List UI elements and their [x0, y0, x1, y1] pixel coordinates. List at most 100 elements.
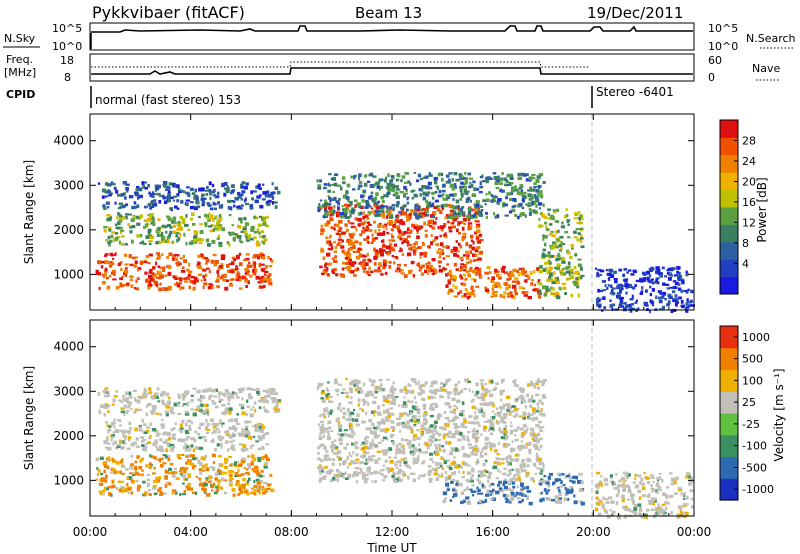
- vel-pixel: [216, 469, 220, 473]
- power-pixel: [148, 191, 151, 195]
- vel-pixel: [489, 427, 495, 431]
- vel-pixel: [444, 497, 447, 500]
- vel-pixel: [505, 488, 509, 491]
- vel-pixel: [455, 430, 459, 434]
- vel-pixel: [512, 475, 516, 479]
- power-colorbar-swatch: [720, 207, 738, 225]
- power-pixel: [235, 267, 239, 271]
- power-pixel: [106, 205, 110, 209]
- power-pixel: [461, 226, 465, 231]
- vel-pixel: [197, 426, 202, 430]
- vel-pixel: [476, 436, 480, 439]
- power-pixel: [414, 212, 418, 216]
- power-pixel: [459, 256, 464, 260]
- vel-pixel: [190, 399, 194, 403]
- power-pixel: [552, 211, 557, 214]
- vel-pixel: [465, 379, 469, 382]
- power-pixel: [249, 206, 254, 210]
- power-pixel: [398, 211, 402, 214]
- vel-pixel: [256, 388, 260, 391]
- vel-pixel: [224, 388, 228, 393]
- vel-pixel: [477, 422, 480, 425]
- vel-pixel: [356, 386, 360, 390]
- vel-pixel: [165, 413, 169, 417]
- power-pixel: [609, 299, 612, 302]
- vel-pixel: [426, 446, 430, 450]
- power-pixel: [200, 197, 205, 201]
- vel-pixel: [491, 410, 495, 413]
- power-pixel: [470, 239, 473, 242]
- power-pixel: [187, 193, 191, 197]
- power-pixel: [463, 189, 467, 193]
- vel-pixel: [253, 491, 256, 495]
- vel-pixel: [404, 390, 409, 395]
- power-pixel: [380, 252, 384, 257]
- vel-pixel: [163, 441, 168, 444]
- vel-pixel: [475, 440, 478, 443]
- vel-pixel: [534, 447, 539, 451]
- vel-pixel: [153, 441, 156, 444]
- power-pixel: [386, 215, 389, 219]
- power-pixel: [447, 272, 450, 275]
- vel-pixel: [429, 414, 434, 418]
- vel-pixel: [366, 391, 371, 394]
- vel-pixel: [450, 462, 455, 466]
- power-pixel: [387, 213, 390, 217]
- vel-pixel: [484, 402, 489, 406]
- power-pixel: [262, 191, 267, 195]
- power-pixel: [570, 275, 575, 279]
- vel-pixel: [417, 420, 421, 425]
- freq-tick-top: 18: [60, 54, 74, 67]
- power-pixel: [176, 193, 180, 197]
- power-pixel: [357, 187, 361, 191]
- power-pixel: [548, 266, 553, 271]
- vel-pixel: [331, 458, 336, 461]
- power-pixel: [655, 277, 660, 280]
- vel-pixel: [242, 444, 247, 448]
- vel-pixel: [503, 442, 507, 447]
- power-pixel: [157, 184, 161, 189]
- vel-pixel: [178, 401, 181, 405]
- vel-pixel: [403, 405, 407, 409]
- power-pixel: [468, 185, 472, 189]
- power-pixel: [510, 192, 513, 196]
- power-pixel: [609, 274, 614, 278]
- power-pixel: [378, 222, 382, 226]
- power-pixel: [193, 196, 196, 200]
- vel-pixel: [179, 423, 183, 428]
- power-pixel: [215, 280, 220, 283]
- vel-pixel: [529, 433, 533, 437]
- vel-pixel: [217, 471, 222, 475]
- power-pixel: [125, 183, 130, 186]
- power-pixel: [347, 265, 352, 270]
- power-pixel: [201, 255, 205, 260]
- vel-pixel: [479, 407, 484, 410]
- power-pixel: [685, 290, 689, 294]
- power-pixel: [367, 210, 371, 213]
- vel-pixel: [462, 470, 465, 475]
- power-pixel: [438, 265, 441, 268]
- vel-pixel: [228, 478, 232, 482]
- power-pixel: [107, 235, 111, 240]
- power-pixel: [654, 280, 658, 284]
- power-pixel: [535, 204, 538, 208]
- vel-pixel: [150, 463, 153, 467]
- power-pixel: [390, 233, 393, 236]
- power-pixel: [511, 296, 514, 299]
- vel-pixel: [443, 460, 448, 465]
- power-pixel: [621, 287, 624, 290]
- power-pixel: [240, 230, 245, 233]
- vel-pixel: [146, 478, 151, 482]
- vel-pixel: [430, 435, 435, 440]
- vel-pixel: [234, 472, 239, 475]
- vel-pixel: [429, 424, 434, 428]
- vel-pixel: [429, 395, 433, 400]
- power-pixel: [379, 178, 384, 182]
- vel-pixel: [228, 419, 232, 422]
- vel-pixel: [523, 429, 528, 434]
- vel-pixel: [113, 470, 118, 475]
- power-pixel: [378, 248, 383, 251]
- power-pixel: [427, 220, 432, 225]
- vel-pixel: [136, 488, 140, 492]
- power-pixel: [652, 281, 655, 285]
